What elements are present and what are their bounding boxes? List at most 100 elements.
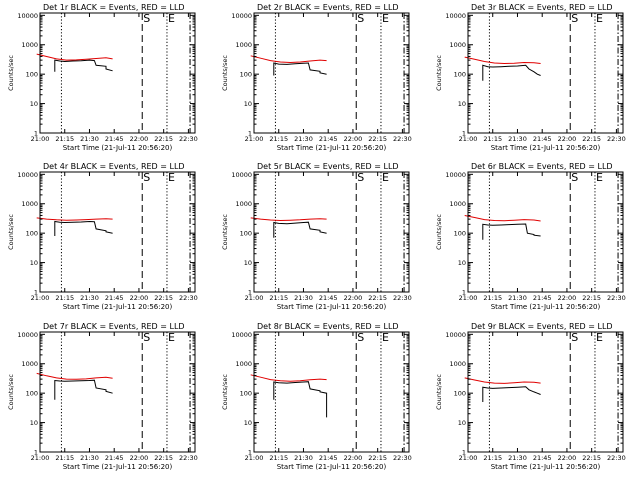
x-tick-label: 22:15 bbox=[154, 454, 173, 462]
series-events bbox=[482, 64, 541, 81]
x-tick-label: 21:15 bbox=[483, 294, 502, 302]
plot-frame bbox=[39, 331, 196, 453]
y-tick-label: 10000 bbox=[445, 171, 466, 179]
series-events bbox=[54, 379, 113, 400]
x-tick-label: 22:15 bbox=[582, 454, 601, 462]
y-tick-label: 1000 bbox=[235, 200, 252, 208]
x-tick-label: 21:45 bbox=[533, 135, 552, 143]
y-tick-label: 1 bbox=[462, 449, 466, 457]
y-tick-label: 10000 bbox=[445, 331, 466, 339]
y-axis-label: Counts/sec bbox=[7, 214, 15, 250]
x-tick-label: 22:00 bbox=[344, 294, 363, 302]
series-lld bbox=[36, 217, 113, 221]
y-tick-label: 10 bbox=[30, 100, 38, 108]
x-tick-label: 21:15 bbox=[269, 294, 288, 302]
marker-e: E bbox=[382, 171, 389, 184]
x-tick-label: 22:15 bbox=[582, 294, 601, 302]
marker-s: S bbox=[357, 12, 364, 25]
series-lld bbox=[464, 215, 541, 222]
series-events bbox=[482, 223, 541, 240]
y-tick-label: 1 bbox=[34, 130, 38, 138]
x-tick-label: 21:15 bbox=[269, 135, 288, 143]
marker-e: E bbox=[168, 12, 175, 25]
series-lld bbox=[464, 377, 541, 384]
marker-e: E bbox=[168, 171, 175, 184]
y-tick-label: 10000 bbox=[17, 331, 38, 339]
y-tick-label: 100 bbox=[454, 230, 466, 238]
y-tick-label: 10000 bbox=[231, 12, 252, 20]
panel-title: Det 4r BLACK = Events, RED = LLD bbox=[43, 162, 185, 171]
x-tick-label: 21:30 bbox=[294, 454, 313, 462]
x-tick-label: 21:45 bbox=[105, 294, 124, 302]
x-tick-label: 21:00 bbox=[245, 294, 264, 302]
y-tick-label: 10 bbox=[458, 259, 466, 267]
plot-frame bbox=[253, 331, 410, 453]
panel-title: Det 9r BLACK = Events, RED = LLD bbox=[471, 322, 613, 331]
plot-frame bbox=[39, 171, 196, 293]
marker-s: S bbox=[571, 171, 578, 184]
y-axis-label: Counts/sec bbox=[7, 374, 15, 410]
x-tick-label: 21:30 bbox=[80, 454, 99, 462]
y-tick-label: 100 bbox=[26, 390, 38, 398]
series-lld bbox=[250, 217, 327, 222]
series-lld bbox=[36, 53, 113, 61]
plot-frame bbox=[467, 12, 624, 134]
x-axis-label: Start Time (21-Jul-11 20:56:20) bbox=[277, 144, 387, 152]
y-tick-label: 10 bbox=[244, 419, 252, 427]
series-events bbox=[273, 381, 328, 418]
series-lld bbox=[464, 56, 541, 65]
y-tick-label: 10 bbox=[244, 259, 252, 267]
series-events bbox=[54, 59, 113, 72]
x-axis-label: Start Time (21-Jul-11 20:56:20) bbox=[491, 463, 601, 471]
marker-e: E bbox=[596, 331, 603, 344]
y-axis-label: Counts/sec bbox=[7, 55, 15, 91]
y-tick-label: 10000 bbox=[445, 12, 466, 20]
plot-frame bbox=[253, 12, 410, 134]
x-tick-label: 21:45 bbox=[533, 294, 552, 302]
y-tick-label: 100 bbox=[454, 71, 466, 79]
panel-title: Det 7r BLACK = Events, RED = LLD bbox=[43, 322, 185, 331]
marker-e: E bbox=[382, 331, 389, 344]
x-tick-label: 21:30 bbox=[508, 294, 527, 302]
plot-frame bbox=[253, 171, 410, 293]
series-events bbox=[54, 220, 113, 236]
y-tick-label: 10000 bbox=[231, 171, 252, 179]
x-tick-label: 22:30 bbox=[393, 454, 412, 462]
x-tick-label: 22:00 bbox=[130, 294, 149, 302]
x-tick-label: 21:00 bbox=[459, 454, 478, 462]
x-tick-label: 21:15 bbox=[483, 454, 502, 462]
series-events bbox=[482, 386, 541, 402]
x-tick-label: 21:00 bbox=[31, 454, 50, 462]
y-tick-label: 100 bbox=[26, 230, 38, 238]
x-tick-label: 21:30 bbox=[80, 135, 99, 143]
y-tick-label: 1 bbox=[34, 449, 38, 457]
x-tick-label: 22:15 bbox=[368, 135, 387, 143]
y-axis-label: Counts/sec bbox=[435, 374, 443, 410]
x-tick-label: 21:30 bbox=[508, 135, 527, 143]
panel-title: Det 2r BLACK = Events, RED = LLD bbox=[257, 3, 399, 12]
y-tick-label: 1 bbox=[462, 130, 466, 138]
x-tick-label: 21:15 bbox=[483, 135, 502, 143]
x-tick-label: 22:30 bbox=[607, 294, 626, 302]
x-tick-label: 22:30 bbox=[393, 135, 412, 143]
panel-title: Det 6r BLACK = Events, RED = LLD bbox=[471, 162, 613, 171]
y-tick-label: 10000 bbox=[231, 331, 252, 339]
x-tick-label: 22:00 bbox=[558, 454, 577, 462]
x-tick-label: 21:00 bbox=[245, 135, 264, 143]
plot-frame bbox=[467, 171, 624, 293]
y-tick-label: 1000 bbox=[21, 41, 38, 49]
x-tick-label: 21:15 bbox=[55, 135, 74, 143]
x-tick-label: 21:45 bbox=[319, 294, 338, 302]
panel-title: Det 8r BLACK = Events, RED = LLD bbox=[257, 322, 399, 331]
x-tick-label: 21:30 bbox=[80, 294, 99, 302]
series-lld bbox=[36, 372, 113, 380]
y-axis-label: Counts/sec bbox=[221, 214, 229, 250]
y-tick-label: 10 bbox=[244, 100, 252, 108]
x-axis-label: Start Time (21-Jul-11 20:56:20) bbox=[63, 303, 173, 311]
